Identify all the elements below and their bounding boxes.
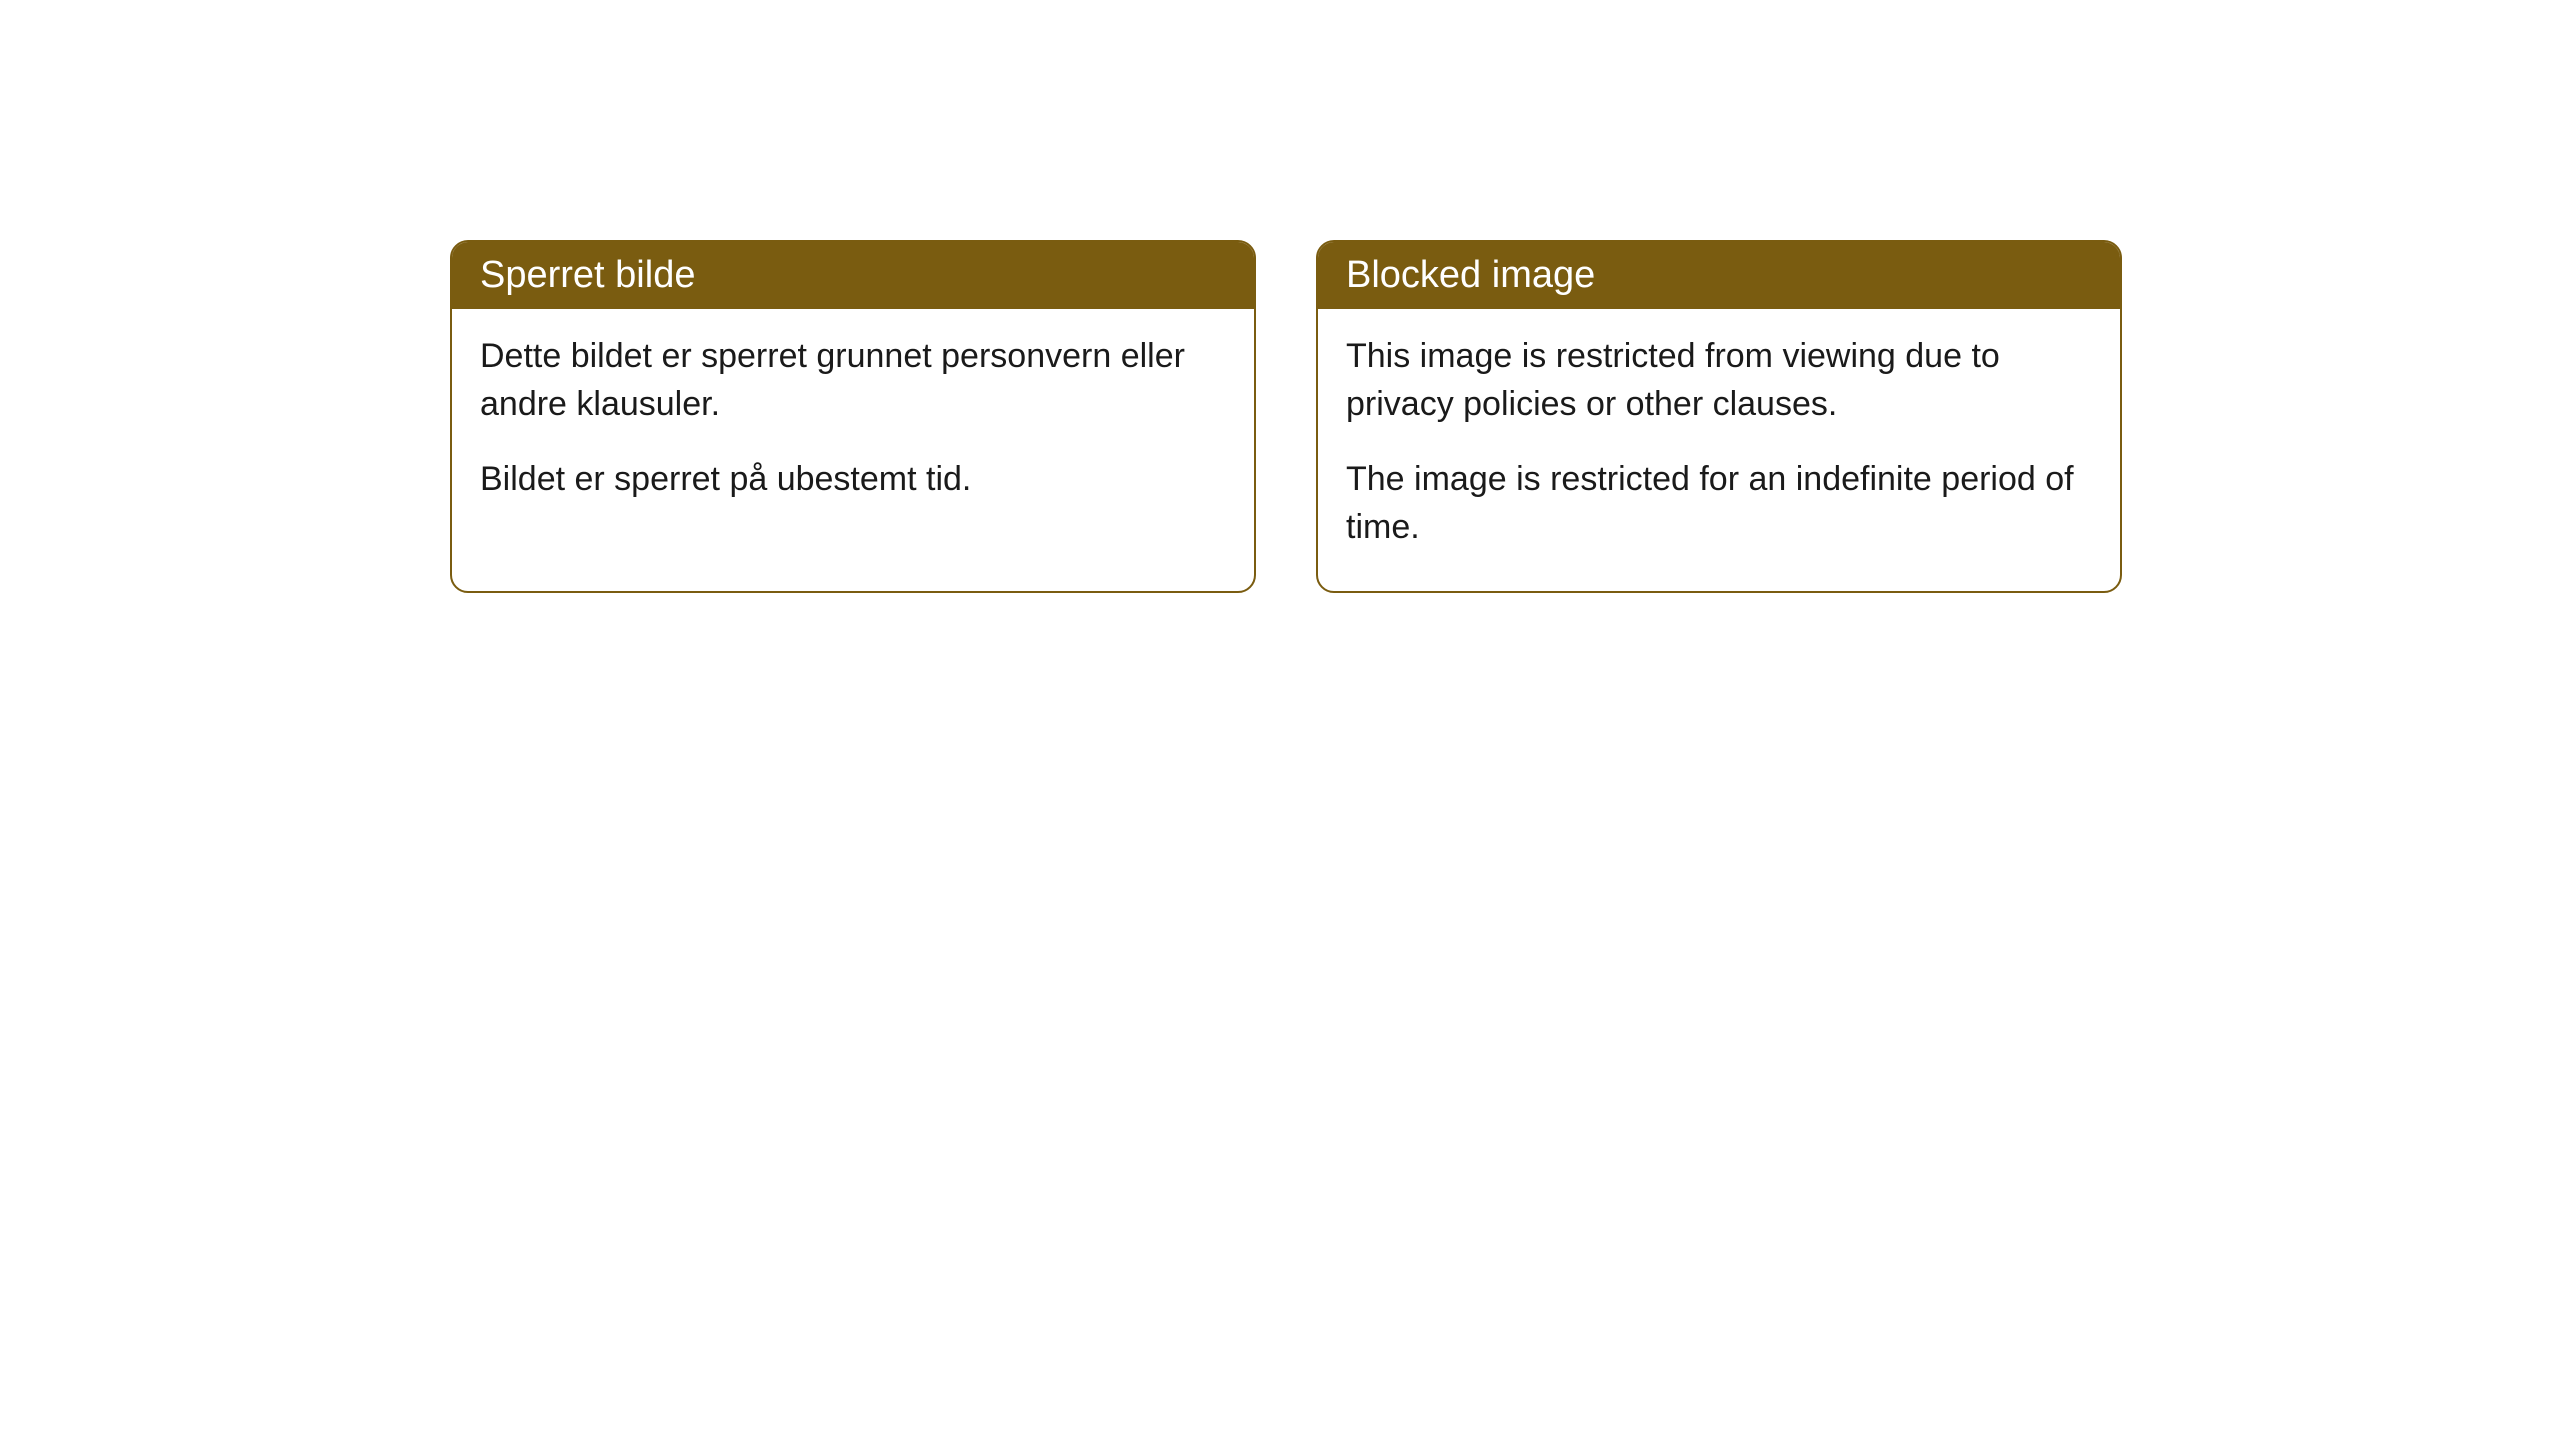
notice-card-norwegian: Sperret bilde Dette bildet er sperret gr… (450, 240, 1256, 593)
card-header: Sperret bilde (452, 242, 1254, 309)
card-paragraph: This image is restricted from viewing du… (1346, 333, 2092, 428)
card-title: Sperret bilde (480, 254, 695, 296)
card-header: Blocked image (1318, 242, 2120, 309)
card-paragraph: The image is restricted for an indefinit… (1346, 456, 2092, 551)
notice-container: Sperret bilde Dette bildet er sperret gr… (0, 0, 2560, 593)
card-body: This image is restricted from viewing du… (1318, 309, 2120, 591)
card-paragraph: Dette bildet er sperret grunnet personve… (480, 333, 1226, 428)
card-paragraph: Bildet er sperret på ubestemt tid. (480, 456, 1226, 504)
card-body: Dette bildet er sperret grunnet personve… (452, 309, 1254, 544)
card-title: Blocked image (1346, 254, 1595, 296)
notice-card-english: Blocked image This image is restricted f… (1316, 240, 2122, 593)
